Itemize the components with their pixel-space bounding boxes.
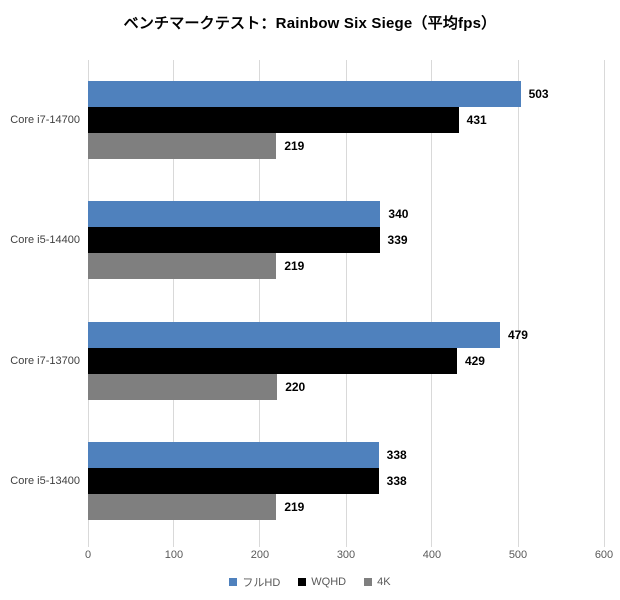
bar-fullhd — [88, 81, 521, 108]
bar-group-2: 340 339 219 — [88, 201, 604, 280]
bar-4k — [88, 133, 277, 160]
category-label: Core i5-14400 — [10, 234, 80, 247]
legend-item-fullhd: フルHD — [229, 574, 280, 590]
bar-wqhd — [88, 227, 380, 254]
category-axis: Core i7-14700 Core i5-14400 Core i7-13700 C… — [0, 60, 80, 541]
bar-value-label: 339 — [387, 233, 408, 248]
bar-fullhd — [88, 321, 500, 348]
x-tick-label-600: 600 — [594, 549, 614, 561]
x-tick-label-300: 300 — [336, 549, 356, 561]
bar-value-label: 219 — [284, 259, 305, 274]
bar-4k — [88, 253, 277, 280]
chart-title: ベンチマークテスト：Rainbow Six Siege（平均fps） — [123, 15, 497, 32]
bar-value-label: 503 — [528, 87, 549, 102]
gridline-x-400 — [431, 60, 433, 547]
gridline-x-0 — [87, 60, 89, 547]
value-axis: 0 100 200 300 400 500 600 — [85, 547, 613, 563]
bar-group-3: 479 429 220 — [88, 321, 604, 400]
gridline-x-200 — [259, 60, 261, 547]
gridline-x-300 — [345, 60, 347, 547]
bar-4k — [88, 373, 278, 400]
bar-wqhd — [88, 347, 457, 374]
x-tick-label-200: 200 — [250, 549, 270, 561]
x-tick-label-400: 400 — [422, 549, 442, 561]
x-tick-label-0: 0 — [84, 549, 92, 561]
bar-value-label: 479 — [507, 327, 528, 342]
x-tick-label-500: 500 — [508, 549, 528, 561]
legend-swatch-fullhd — [229, 578, 238, 586]
legend-swatch-wqhd — [298, 578, 307, 586]
bar-wqhd — [88, 467, 379, 494]
legend-swatch-4k — [364, 578, 373, 586]
category-label: Core i7-14700 — [10, 114, 80, 127]
category-label: Core i5-13400 — [10, 474, 80, 487]
bar-group-1: 503 431 219 — [88, 81, 604, 160]
bar-value-label: 429 — [464, 353, 485, 368]
category-label: Core i7-13700 — [10, 354, 80, 367]
bar-value-label: 338 — [386, 447, 407, 462]
plot-area: 503 431 219 340 339 219 479 429 220 338 338 219 — [87, 60, 605, 547]
legend-label-fullhd: フルHD — [242, 577, 281, 589]
bar-value-label: 219 — [284, 139, 305, 154]
legend-label-wqhd: WQHD — [311, 576, 347, 588]
legend-label-4k: 4K — [377, 576, 391, 588]
bar-value-label: 338 — [386, 473, 407, 488]
bar-wqhd — [88, 107, 459, 134]
bar-value-label: 219 — [284, 499, 305, 514]
bar-fullhd — [88, 441, 379, 468]
bar-value-label: 220 — [285, 379, 306, 394]
legend-item-wqhd: WQHD — [298, 576, 346, 588]
bar-4k — [88, 493, 277, 520]
bar-value-label: 431 — [466, 113, 487, 128]
legend: フルHD WQHD 4K — [0, 574, 620, 590]
bar-group-4: 338 338 219 — [88, 441, 604, 520]
gridline-x-600 — [603, 60, 605, 547]
gridline-x-100 — [173, 60, 175, 547]
bar-value-label: 340 — [388, 207, 409, 222]
bar-fullhd — [88, 201, 381, 228]
gridline-x-500 — [517, 60, 519, 547]
x-tick-label-100: 100 — [164, 549, 184, 561]
legend-item-4k: 4K — [364, 576, 391, 588]
